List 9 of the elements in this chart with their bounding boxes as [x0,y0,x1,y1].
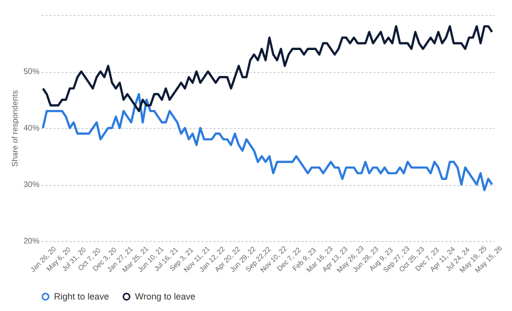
line-series [42,93,494,192]
y-tick-label: 50% [23,67,40,76]
y-tick-label: 30% [23,180,40,189]
y-axis-title: Share of respondents [10,90,20,167]
y-tick-label: 40% [23,124,40,132]
line-series [42,25,494,112]
legend-label: Right to leave [54,292,110,302]
legend-label: Wrong to leave [135,292,196,302]
y-tick-label: 20% [23,236,40,246]
